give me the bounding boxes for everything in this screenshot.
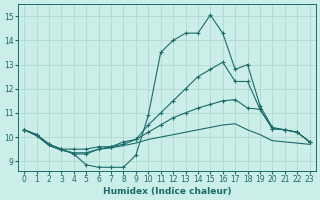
X-axis label: Humidex (Indice chaleur): Humidex (Indice chaleur) [103, 187, 231, 196]
